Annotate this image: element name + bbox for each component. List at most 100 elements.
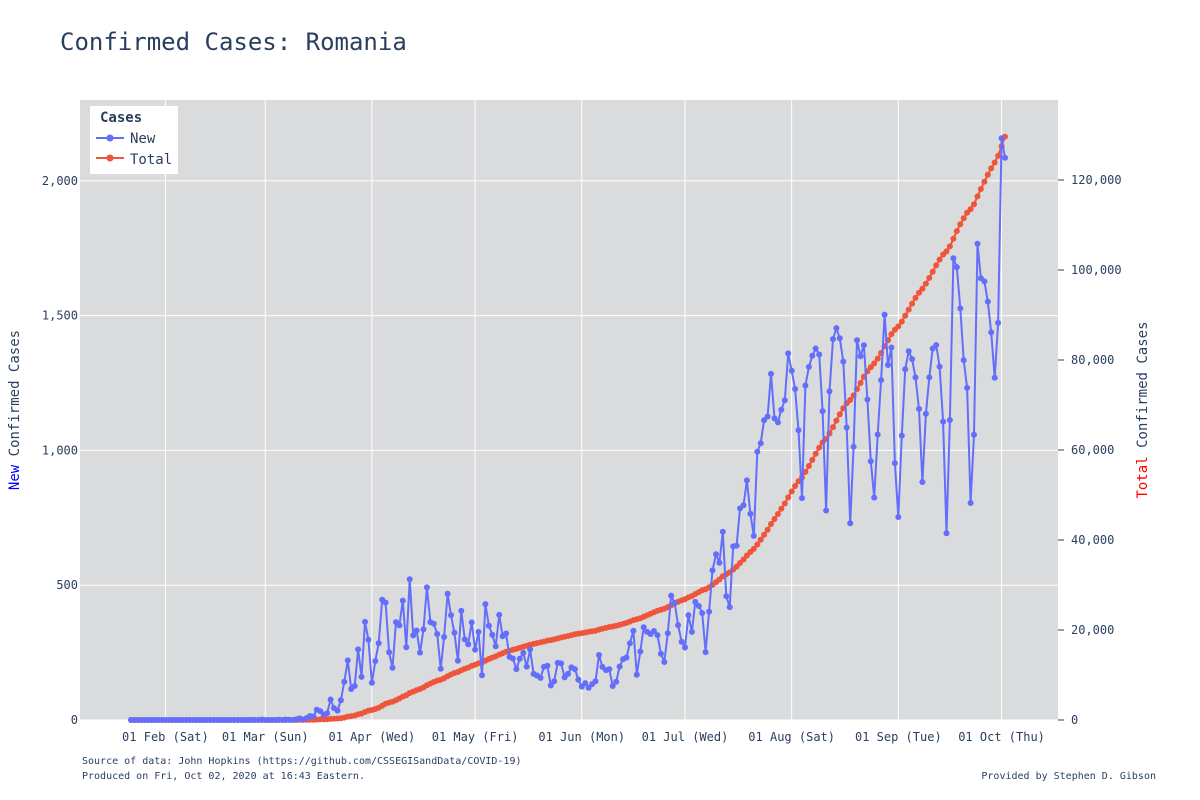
data-point-new[interactable] — [971, 431, 977, 438]
data-point-new[interactable] — [699, 610, 706, 616]
data-point-new[interactable] — [513, 666, 520, 673]
data-point-new[interactable] — [905, 348, 912, 355]
data-point-new[interactable] — [940, 418, 947, 425]
data-point-new[interactable] — [716, 559, 723, 566]
data-point-new[interactable] — [399, 597, 406, 604]
data-point-total[interactable] — [991, 159, 998, 166]
data-point-total[interactable] — [888, 331, 895, 338]
data-point-new[interactable] — [695, 603, 702, 609]
data-point-total[interactable] — [912, 294, 919, 301]
data-point-new[interactable] — [417, 649, 423, 656]
data-point-total[interactable] — [946, 243, 953, 250]
data-point-total[interactable] — [771, 516, 778, 522]
data-point-new[interactable] — [943, 530, 950, 537]
data-point-new[interactable] — [623, 654, 630, 661]
data-point-new[interactable] — [358, 673, 365, 680]
data-point-new[interactable] — [640, 624, 647, 631]
data-point-total[interactable] — [967, 206, 974, 213]
data-point-new[interactable] — [750, 532, 757, 539]
data-point-new[interactable] — [857, 353, 864, 360]
data-point-new[interactable] — [475, 628, 482, 635]
data-point-total[interactable] — [778, 505, 785, 512]
data-point-new[interactable] — [733, 542, 740, 549]
data-point-new[interactable] — [802, 382, 809, 389]
data-point-new[interactable] — [682, 644, 688, 651]
data-point-new[interactable] — [792, 386, 799, 392]
data-point-new[interactable] — [867, 458, 874, 465]
data-point-total[interactable] — [950, 235, 957, 242]
data-point-new[interactable] — [479, 672, 485, 679]
data-point-new[interactable] — [799, 495, 805, 502]
data-point-total[interactable] — [788, 488, 795, 495]
data-point-new[interactable] — [788, 367, 795, 374]
data-point-new[interactable] — [964, 384, 971, 391]
data-point-new[interactable] — [781, 397, 788, 404]
data-point-new[interactable] — [657, 650, 664, 657]
data-point-total[interactable] — [757, 536, 764, 543]
data-point-new[interactable] — [909, 356, 916, 363]
data-point-total[interactable] — [919, 285, 926, 292]
data-point-new[interactable] — [637, 648, 644, 655]
data-point-new[interactable] — [871, 494, 878, 501]
data-point-total[interactable] — [922, 280, 929, 287]
data-point-new[interactable] — [461, 636, 468, 643]
data-point-new[interactable] — [386, 649, 393, 656]
data-point-total[interactable] — [898, 318, 905, 325]
data-point-new[interactable] — [616, 663, 623, 670]
data-point-new[interactable] — [558, 660, 565, 667]
data-point-new[interactable] — [547, 682, 554, 689]
data-point-new[interactable] — [544, 662, 551, 669]
data-point-new[interactable] — [344, 657, 351, 664]
data-point-new[interactable] — [324, 710, 331, 717]
data-point-new[interactable] — [444, 590, 451, 597]
data-point-new[interactable] — [922, 410, 929, 417]
data-point-new[interactable] — [489, 631, 496, 638]
data-point-new[interactable] — [582, 680, 589, 687]
data-point-new[interactable] — [878, 377, 885, 384]
data-point-new[interactable] — [575, 676, 582, 683]
data-point-new[interactable] — [492, 643, 499, 650]
data-point-total[interactable] — [830, 424, 836, 431]
data-point-total[interactable] — [929, 268, 936, 275]
data-point-total[interactable] — [785, 494, 792, 501]
data-point-new[interactable] — [778, 406, 785, 413]
data-point-total[interactable] — [957, 221, 964, 228]
data-point-new[interactable] — [774, 419, 781, 426]
data-point-new[interactable] — [389, 664, 396, 671]
data-point-total[interactable] — [816, 444, 823, 451]
data-point-new[interactable] — [805, 363, 812, 370]
data-point-new[interactable] — [310, 713, 317, 720]
data-point-new[interactable] — [960, 357, 967, 364]
data-point-new[interactable] — [1002, 154, 1008, 161]
data-point-total[interactable] — [909, 300, 916, 307]
data-point-new[interactable] — [881, 311, 888, 318]
data-point-new[interactable] — [368, 679, 375, 686]
data-point-new[interactable] — [520, 649, 527, 656]
data-point-total[interactable] — [936, 256, 943, 263]
data-point-new[interactable] — [713, 551, 719, 558]
data-point-total[interactable] — [995, 152, 1002, 159]
data-point-new[interactable] — [633, 671, 640, 678]
data-point-new[interactable] — [430, 620, 437, 627]
data-point-new[interactable] — [836, 335, 843, 342]
data-point-new[interactable] — [606, 666, 613, 673]
data-point-new[interactable] — [420, 626, 427, 633]
data-point-total[interactable] — [971, 201, 977, 208]
data-point-new[interactable] — [685, 612, 692, 619]
data-point-total[interactable] — [812, 450, 819, 457]
data-point-new[interactable] — [448, 612, 454, 619]
data-point-new[interactable] — [675, 622, 682, 629]
data-point-total[interactable] — [836, 411, 843, 418]
data-point-new[interactable] — [912, 374, 919, 381]
data-point-total[interactable] — [740, 556, 747, 563]
data-point-new[interactable] — [592, 678, 599, 685]
data-point-new[interactable] — [819, 408, 826, 415]
data-point-new[interactable] — [995, 319, 1002, 326]
data-point-new[interactable] — [854, 337, 860, 344]
data-point-new[interactable] — [898, 432, 905, 439]
data-point-total[interactable] — [984, 171, 991, 178]
data-point-new[interactable] — [451, 629, 458, 636]
data-point-new[interactable] — [919, 479, 926, 485]
data-point-new[interactable] — [372, 658, 379, 664]
data-point-new[interactable] — [816, 351, 823, 358]
